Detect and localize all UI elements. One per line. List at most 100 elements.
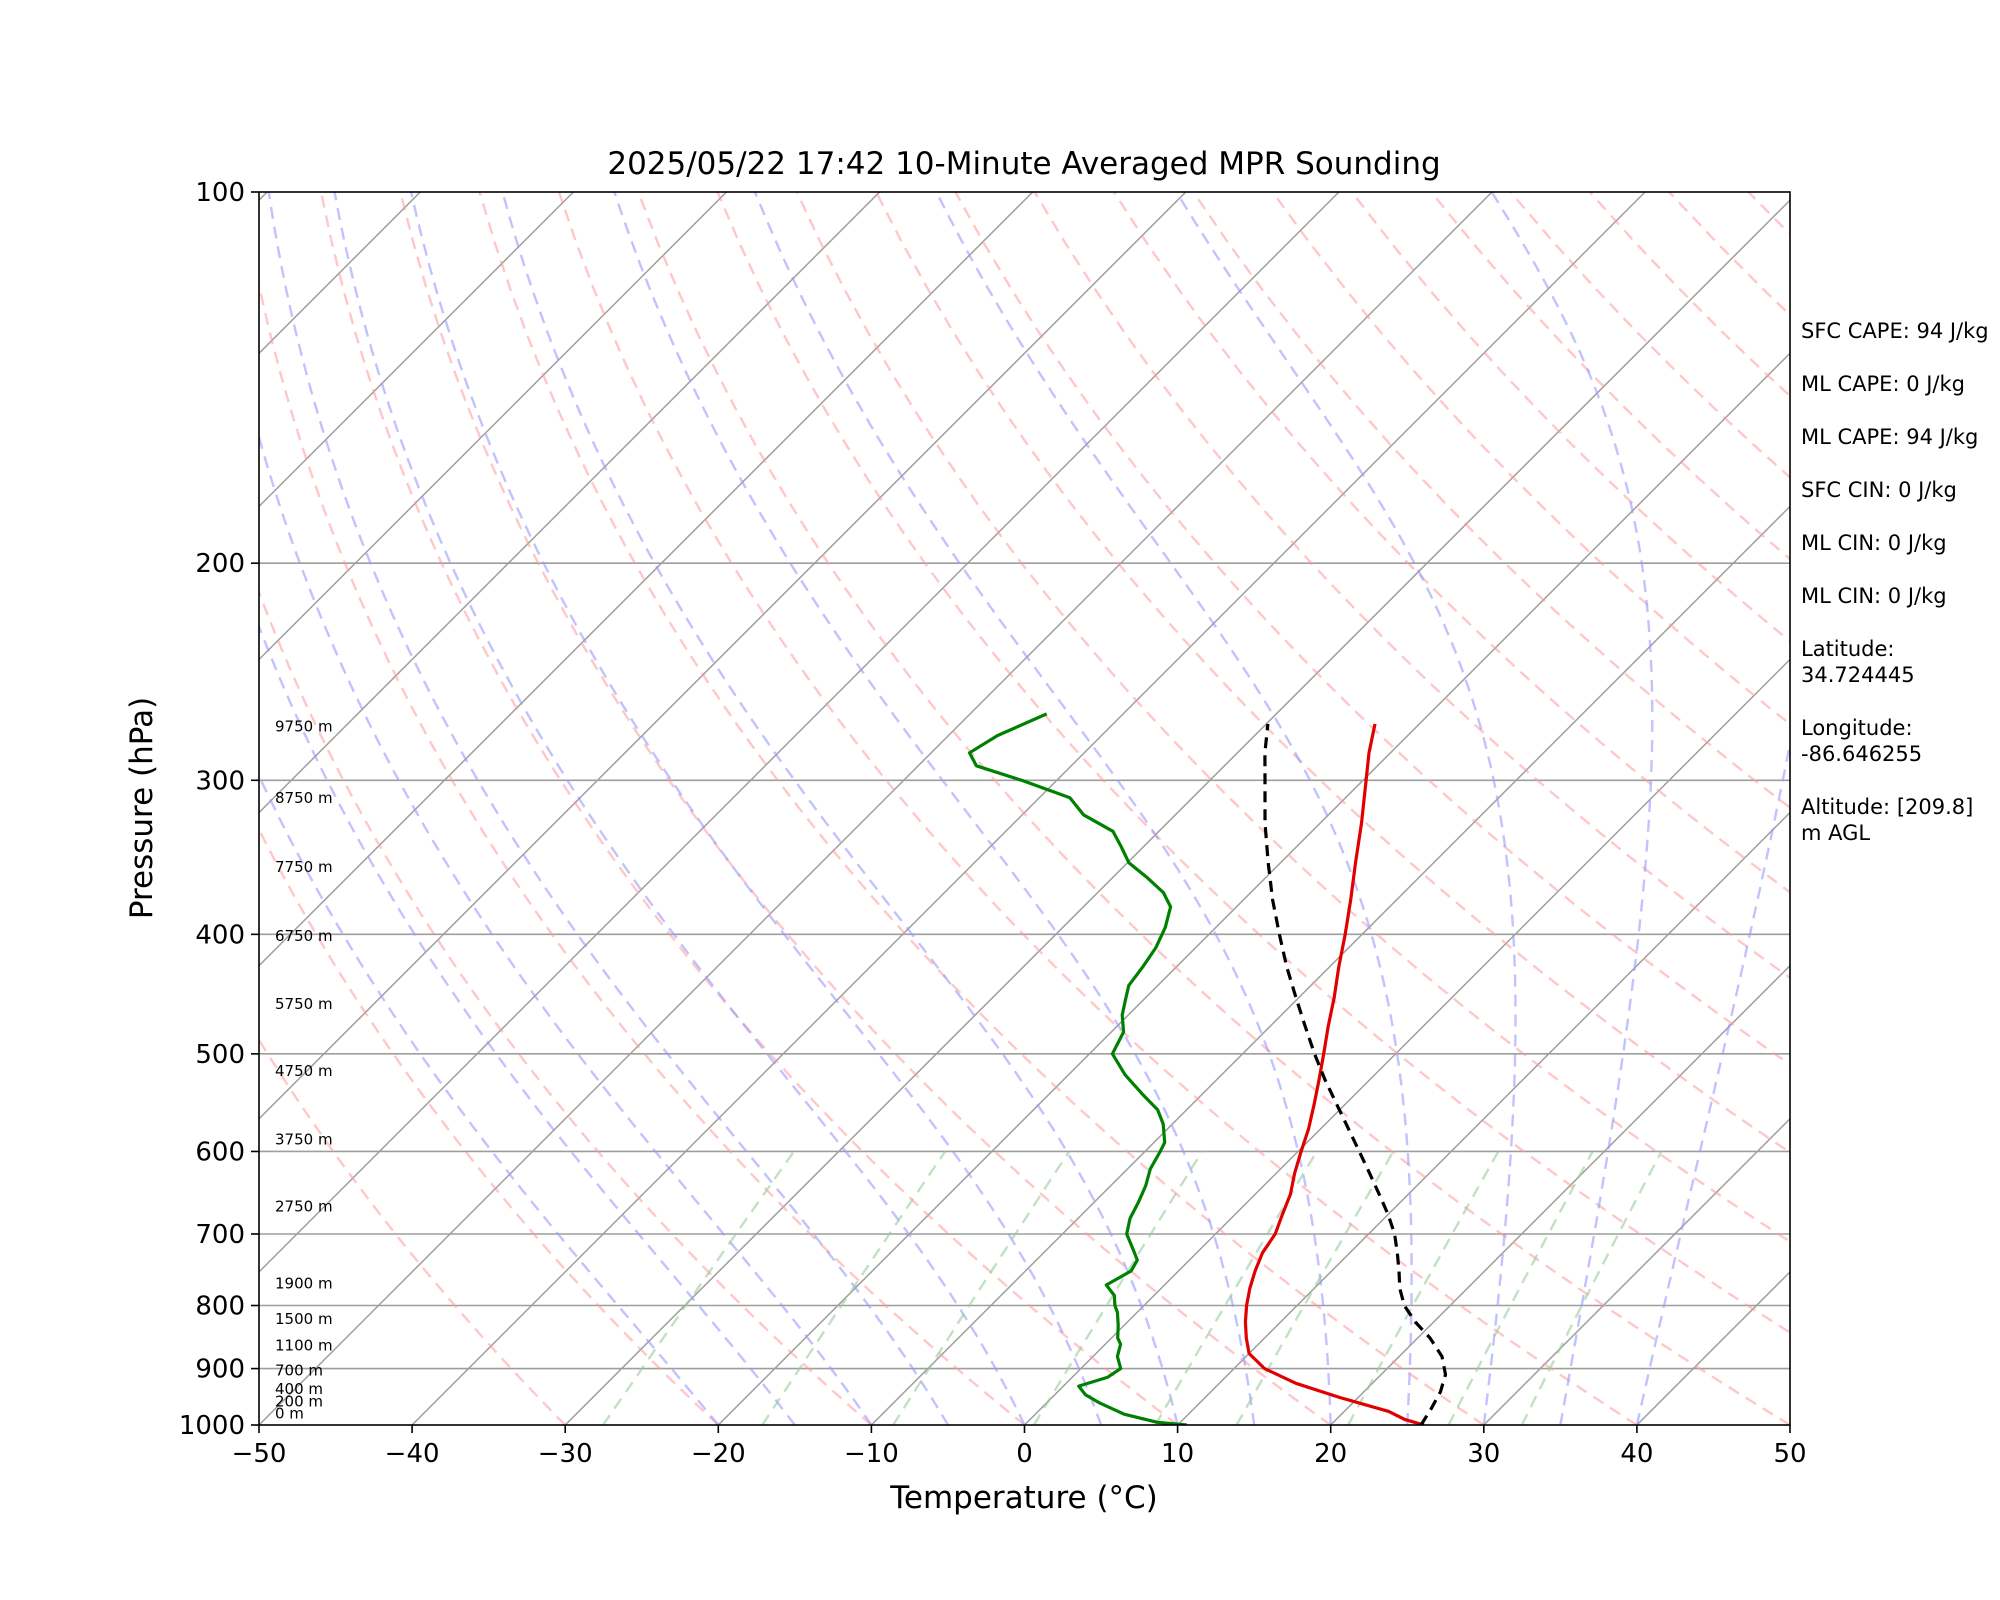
dry-adiabat-line (259, 1037, 567, 1425)
sfc-cape-label: SFC CAPE: 94 J/kg (1801, 319, 1989, 343)
dry-adiabat-line (1271, 192, 1790, 726)
isotherm-line (259, 192, 574, 508)
y-tick-label: 500 (195, 1040, 245, 1070)
moist-adiabat-line (613, 192, 1256, 1425)
moist-adiabat-line (935, 192, 1413, 1425)
dry-adiabat-line (478, 192, 1485, 1425)
isotherm-line (1330, 964, 1790, 1425)
dry-adiabat-line (875, 192, 1790, 1154)
height-label: 6750 m (275, 927, 333, 945)
isotherm-line (259, 192, 728, 661)
isotherm-line (411, 192, 1646, 1425)
ml-cin-label-2: ML CIN: 0 J/kg (1801, 584, 1947, 608)
moist-adiabat-line (259, 623, 796, 1425)
isotherm-line (717, 352, 1790, 1425)
height-label: 5750 m (275, 995, 333, 1013)
x-axis-ticks: −50 −40 −30 −20 −10 0 10 20 30 40 50 (232, 1425, 1807, 1469)
y-tick-label: 200 (195, 549, 245, 579)
height-label: 1900 m (275, 1275, 333, 1293)
height-label: 200 m (275, 1392, 323, 1410)
altitude-label: Altitude: [209.8] m AGL (1801, 795, 1974, 845)
plot-frame (258, 191, 1791, 1426)
isotherm-line (1483, 1117, 1790, 1425)
longitude-label: Longitude: -86.646255 (1801, 716, 1923, 766)
latitude-label: Latitude: 34.724445 (1801, 637, 1915, 687)
y-tick-label: 600 (195, 1137, 245, 1167)
x-tick-label: 0 (1016, 1439, 1033, 1469)
moist-adiabat-line (1490, 192, 1654, 1425)
moist-adiabat-line (753, 192, 1332, 1425)
isotherm-line (259, 192, 1493, 1425)
height-label: 1500 m (275, 1310, 333, 1328)
height-labels: 9750 m 8750 m 7750 m 6750 m 5750 m 4750 m 3750… (275, 718, 333, 1423)
y-tick-label: 100 (195, 178, 245, 208)
temperature-profile-line (1243, 723, 1425, 1425)
isotherm-line (564, 199, 1790, 1425)
y-tick-label: 300 (195, 766, 245, 796)
x-tick-label: −50 (232, 1439, 287, 1469)
x-tick-label: 10 (1161, 1439, 1194, 1469)
data-lines (967, 712, 1448, 1425)
mixing-ratio-line (892, 1150, 1071, 1425)
ml-cape-label-2: ML CAPE: 94 J/kg (1801, 425, 1979, 449)
moist-adiabat-line (267, 192, 950, 1425)
x-tick-label: −40 (385, 1439, 440, 1469)
moist-adiabat-line (1635, 737, 1790, 1425)
x-tick-label: 40 (1620, 1439, 1653, 1469)
isotherm-line (870, 505, 1790, 1425)
dry-adiabat-line (259, 589, 873, 1425)
mixing-ratio-line (1347, 1150, 1500, 1425)
moist-adiabat-line (409, 192, 1103, 1425)
height-label: 1100 m (275, 1336, 333, 1354)
isotherm-line (259, 192, 1187, 1120)
background-lines (0, 192, 1790, 1425)
dry-adiabat-line (637, 192, 1790, 1425)
isotherm-line (0, 192, 114, 1425)
sounding-info-panel: SFC CAPE: 94 J/kg ML CAPE: 0 J/kg ML CAP… (1801, 318, 1997, 873)
x-axis-label: Temperature (°C) (889, 1480, 1158, 1516)
y-axis-label: Pressure (hPa) (124, 697, 160, 919)
dry-adiabat-line (557, 192, 1638, 1425)
mixing-ratio-line (761, 1150, 947, 1425)
moist-adiabat-line (1175, 192, 1517, 1425)
height-label: 700 m (275, 1362, 323, 1380)
sfc-cin-label: SFC CIN: 0 J/kg (1801, 478, 1957, 502)
mixing-ratio-line (1154, 1150, 1318, 1425)
height-label: 4750 m (275, 1062, 333, 1080)
moist-adiabat-line (259, 432, 873, 1425)
height-label: 7750 m (275, 858, 333, 876)
x-tick-label: −30 (538, 1439, 593, 1469)
height-label: 3750 m (275, 1130, 333, 1148)
y-tick-label: 400 (195, 920, 245, 950)
height-label: 9750 m (275, 718, 333, 736)
x-tick-label: −10 (844, 1439, 899, 1469)
dry-adiabat-line (259, 827, 720, 1425)
y-tick-label: 900 (195, 1355, 245, 1385)
mixing-ratio-line (1447, 1150, 1594, 1425)
moist-adiabat-line (501, 192, 1179, 1425)
isotherm-line (1023, 658, 1790, 1425)
x-tick-label: 30 (1467, 1439, 1500, 1469)
isotherm-line (259, 192, 881, 814)
isotherm-line (259, 192, 1034, 967)
dry-adiabat-line (259, 279, 1026, 1425)
mixing-ratio-line (1032, 1150, 1204, 1425)
dry-adiabat-line (795, 192, 1790, 1244)
ml-cape-label: ML CAPE: 0 J/kg (1801, 372, 1966, 396)
isotherm-line (259, 192, 1340, 1273)
mixing-ratio-line (602, 1150, 795, 1425)
x-tick-label: −20 (691, 1439, 746, 1469)
dry-adiabat-line (399, 192, 1332, 1425)
height-label: 2750 m (275, 1197, 333, 1215)
mixing-ratio-line (1520, 1150, 1663, 1425)
ml-cin-label: ML CIN: 0 J/kg (1801, 531, 1947, 555)
height-label: 400 m (275, 1380, 323, 1398)
isotherm-line (1177, 811, 1790, 1425)
height-label: 0 m (275, 1405, 304, 1423)
height-label: 8750 m (275, 789, 333, 807)
y-tick-label: 700 (195, 1220, 245, 1250)
chart-title: 2025/05/22 17:42 10-Minute Averaged MPR … (607, 146, 1440, 182)
parcel-profile-line (1263, 723, 1448, 1425)
moist-adiabat-line (333, 192, 1026, 1425)
